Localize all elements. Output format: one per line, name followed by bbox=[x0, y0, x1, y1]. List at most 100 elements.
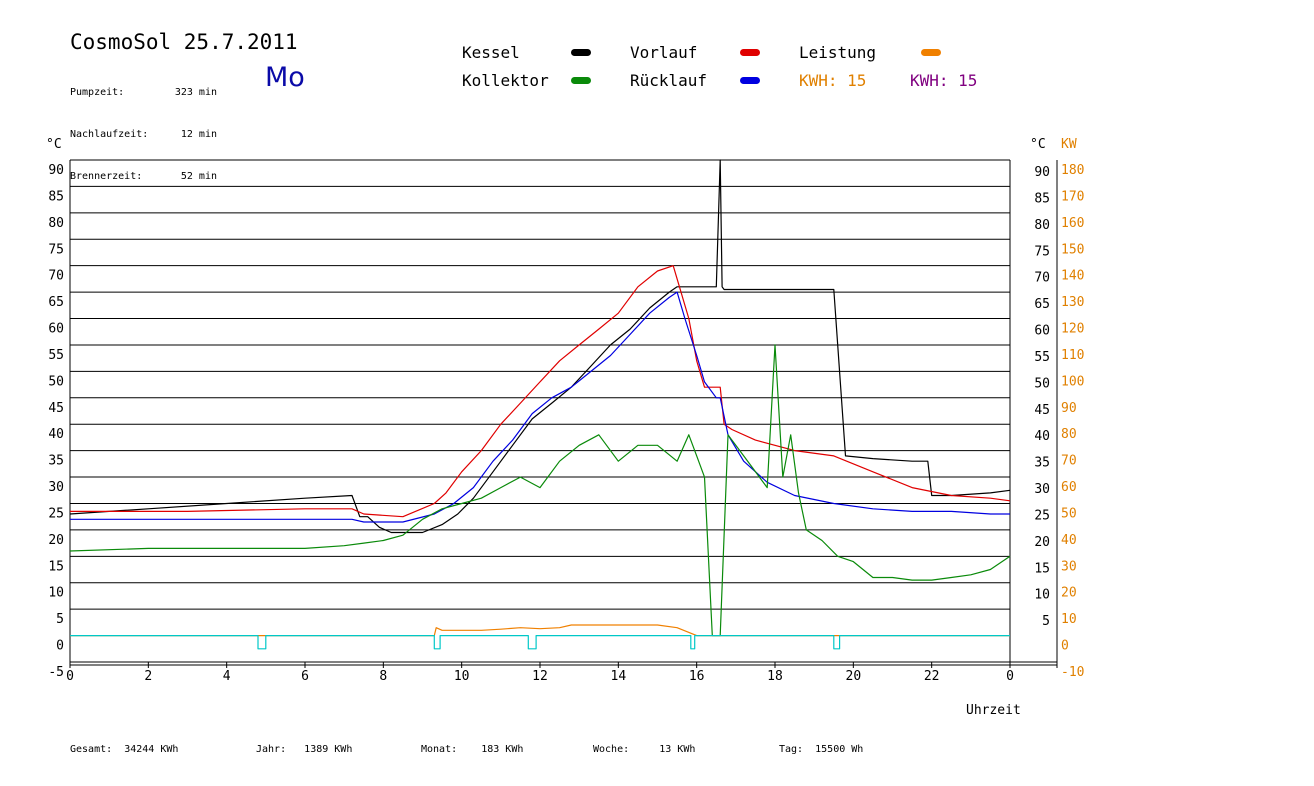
legend-swatch-ruecklauf bbox=[740, 77, 760, 84]
y-tick-right-20: 20 bbox=[1034, 535, 1050, 550]
y-tick-right-40: 40 bbox=[1034, 429, 1050, 444]
y-tick-right-10: 10 bbox=[1034, 588, 1050, 603]
tick-layer: -505101520253035404550556065707580859051… bbox=[48, 163, 1084, 684]
y-tick-left-20: 20 bbox=[48, 533, 64, 548]
kw-tick-110: 110 bbox=[1061, 348, 1084, 363]
legend-kwh-purple-label: KWH: bbox=[910, 71, 949, 90]
kw-tick-10: 10 bbox=[1061, 612, 1077, 627]
x-tick-18-9: 18 bbox=[767, 669, 783, 684]
chart-title: CosmoSol 25.7.2011 bbox=[70, 30, 298, 54]
kw-tick-70: 70 bbox=[1061, 454, 1077, 469]
y-tick-right-65: 65 bbox=[1034, 297, 1050, 312]
y-tick-left-10: 10 bbox=[48, 586, 64, 601]
legend-kwh-orange-value: 15 bbox=[847, 71, 867, 90]
y-tick-right-45: 45 bbox=[1034, 403, 1050, 418]
y-tick-right-90: 90 bbox=[1034, 165, 1050, 180]
y-tick-right-85: 85 bbox=[1034, 191, 1050, 206]
series-line-kollektor bbox=[69, 344, 1011, 637]
x-axis-label: Uhrzeit bbox=[966, 703, 1021, 718]
footer-woche-label: Woche: bbox=[593, 744, 630, 755]
legend-label-ruecklauf: Rücklauf bbox=[630, 71, 708, 90]
footer-monat: Monat: 183 KWh bbox=[421, 744, 523, 755]
info-value-brennerzeit: 52 min bbox=[180, 171, 217, 182]
kw-tick-160: 160 bbox=[1061, 216, 1084, 231]
x-tick-8-4: 8 bbox=[379, 669, 387, 684]
legend-label-vorlauf: Vorlauf bbox=[630, 43, 698, 62]
x-tick-16-8: 16 bbox=[689, 669, 705, 684]
y-tick-right-60: 60 bbox=[1034, 324, 1050, 339]
y-tick-right-15: 15 bbox=[1034, 561, 1050, 576]
legend-label-kollektor: Kollektor bbox=[462, 71, 549, 90]
y-tick-left-70: 70 bbox=[48, 269, 64, 284]
kw-tick-120: 120 bbox=[1061, 322, 1084, 337]
y-tick-left-25: 25 bbox=[48, 506, 64, 521]
footer-jahr: Jahr: 1389 KWh bbox=[256, 744, 352, 755]
x-tick-0-12: 0 bbox=[1006, 669, 1014, 684]
y-tick-right-5: 5 bbox=[1042, 614, 1050, 629]
y-tick-right-25: 25 bbox=[1034, 508, 1050, 523]
kw-tick--10: -10 bbox=[1061, 665, 1084, 680]
x-tick-12-6: 12 bbox=[532, 669, 548, 684]
y-tick-right-70: 70 bbox=[1034, 271, 1050, 286]
kw-tick-180: 180 bbox=[1061, 163, 1084, 178]
x-tick-6-3: 6 bbox=[301, 669, 309, 684]
kw-tick-80: 80 bbox=[1061, 427, 1077, 442]
x-tick-22-11: 22 bbox=[924, 669, 940, 684]
y-tick-left-40: 40 bbox=[48, 427, 64, 442]
y-tick-left-75: 75 bbox=[48, 242, 64, 257]
info-label-nachlaufzeit: Nachlaufzeit: bbox=[70, 129, 149, 140]
kw-tick-20: 20 bbox=[1061, 586, 1077, 601]
y-tick-right-80: 80 bbox=[1034, 218, 1050, 233]
x-tick-4-2: 4 bbox=[223, 669, 231, 684]
footer-gesamt-label: Gesamt: bbox=[70, 744, 113, 755]
kw-tick-50: 50 bbox=[1061, 506, 1077, 521]
y-axis-label-right: °C bbox=[1030, 137, 1046, 152]
info-labels: Pumpzeit: Nachlaufzeit: Brennerzeit: bbox=[70, 58, 148, 198]
legend-swatch-vorlauf bbox=[740, 49, 760, 56]
y-tick-right-55: 55 bbox=[1034, 350, 1050, 365]
info-value-nachlaufzeit: 12 min bbox=[180, 129, 217, 140]
series-line-kessel bbox=[69, 159, 1011, 534]
legend-swatch-leistung bbox=[921, 49, 941, 56]
grid-layer bbox=[69, 159, 1058, 668]
footer-woche: Woche: 13 KWh bbox=[593, 744, 695, 755]
y-tick-right-30: 30 bbox=[1034, 482, 1050, 497]
footer-gesamt-value: 34244 KWh bbox=[124, 744, 179, 755]
footer-monat-label: Monat: bbox=[421, 744, 458, 755]
kw-tick-90: 90 bbox=[1061, 401, 1077, 416]
y-tick-left-60: 60 bbox=[48, 322, 64, 337]
y-tick-left-0: 0 bbox=[56, 639, 64, 654]
kw-tick-100: 100 bbox=[1061, 374, 1084, 389]
kw-tick-60: 60 bbox=[1061, 480, 1077, 495]
y-tick-left-15: 15 bbox=[48, 559, 64, 574]
y-axis-label-left: °C bbox=[46, 137, 62, 152]
kw-tick-40: 40 bbox=[1061, 533, 1077, 548]
legend-swatch-kollektor bbox=[571, 77, 591, 84]
y-tick-left-85: 85 bbox=[48, 189, 64, 204]
series-layer bbox=[69, 159, 1011, 650]
legend-kwh-orange-label: KWH: bbox=[799, 71, 838, 90]
kw-tick-0: 0 bbox=[1061, 639, 1069, 654]
info-values: 323 min 12 min 52 min bbox=[150, 58, 217, 198]
y-tick-left-5: 5 bbox=[56, 612, 64, 627]
weekday-label: Mo bbox=[265, 62, 305, 93]
y-tick-right-35: 35 bbox=[1034, 456, 1050, 471]
x-tick-20-10: 20 bbox=[846, 669, 862, 684]
footer-monat-value: 183 KWh bbox=[481, 744, 524, 755]
y-tick-left-90: 90 bbox=[48, 163, 64, 178]
y-tick-right-75: 75 bbox=[1034, 244, 1050, 259]
info-label-brennerzeit: Brennerzeit: bbox=[70, 171, 143, 182]
kw-tick-150: 150 bbox=[1061, 242, 1084, 257]
y-tick-left-55: 55 bbox=[48, 348, 64, 363]
y-axis-label-kw: KW bbox=[1061, 137, 1077, 152]
y-tick-left--5: -5 bbox=[48, 665, 64, 680]
footer-jahr-value: 1389 KWh bbox=[304, 744, 353, 755]
series-line-vorlauf bbox=[70, 265, 1011, 518]
footer-gesamt: Gesamt: 34244 KWh bbox=[70, 744, 178, 755]
series-line-pumpe bbox=[70, 634, 1010, 650]
series-line-rücklauf bbox=[70, 291, 1010, 523]
kw-tick-130: 130 bbox=[1061, 295, 1084, 310]
kw-tick-30: 30 bbox=[1061, 559, 1077, 574]
y-tick-left-80: 80 bbox=[48, 216, 64, 231]
